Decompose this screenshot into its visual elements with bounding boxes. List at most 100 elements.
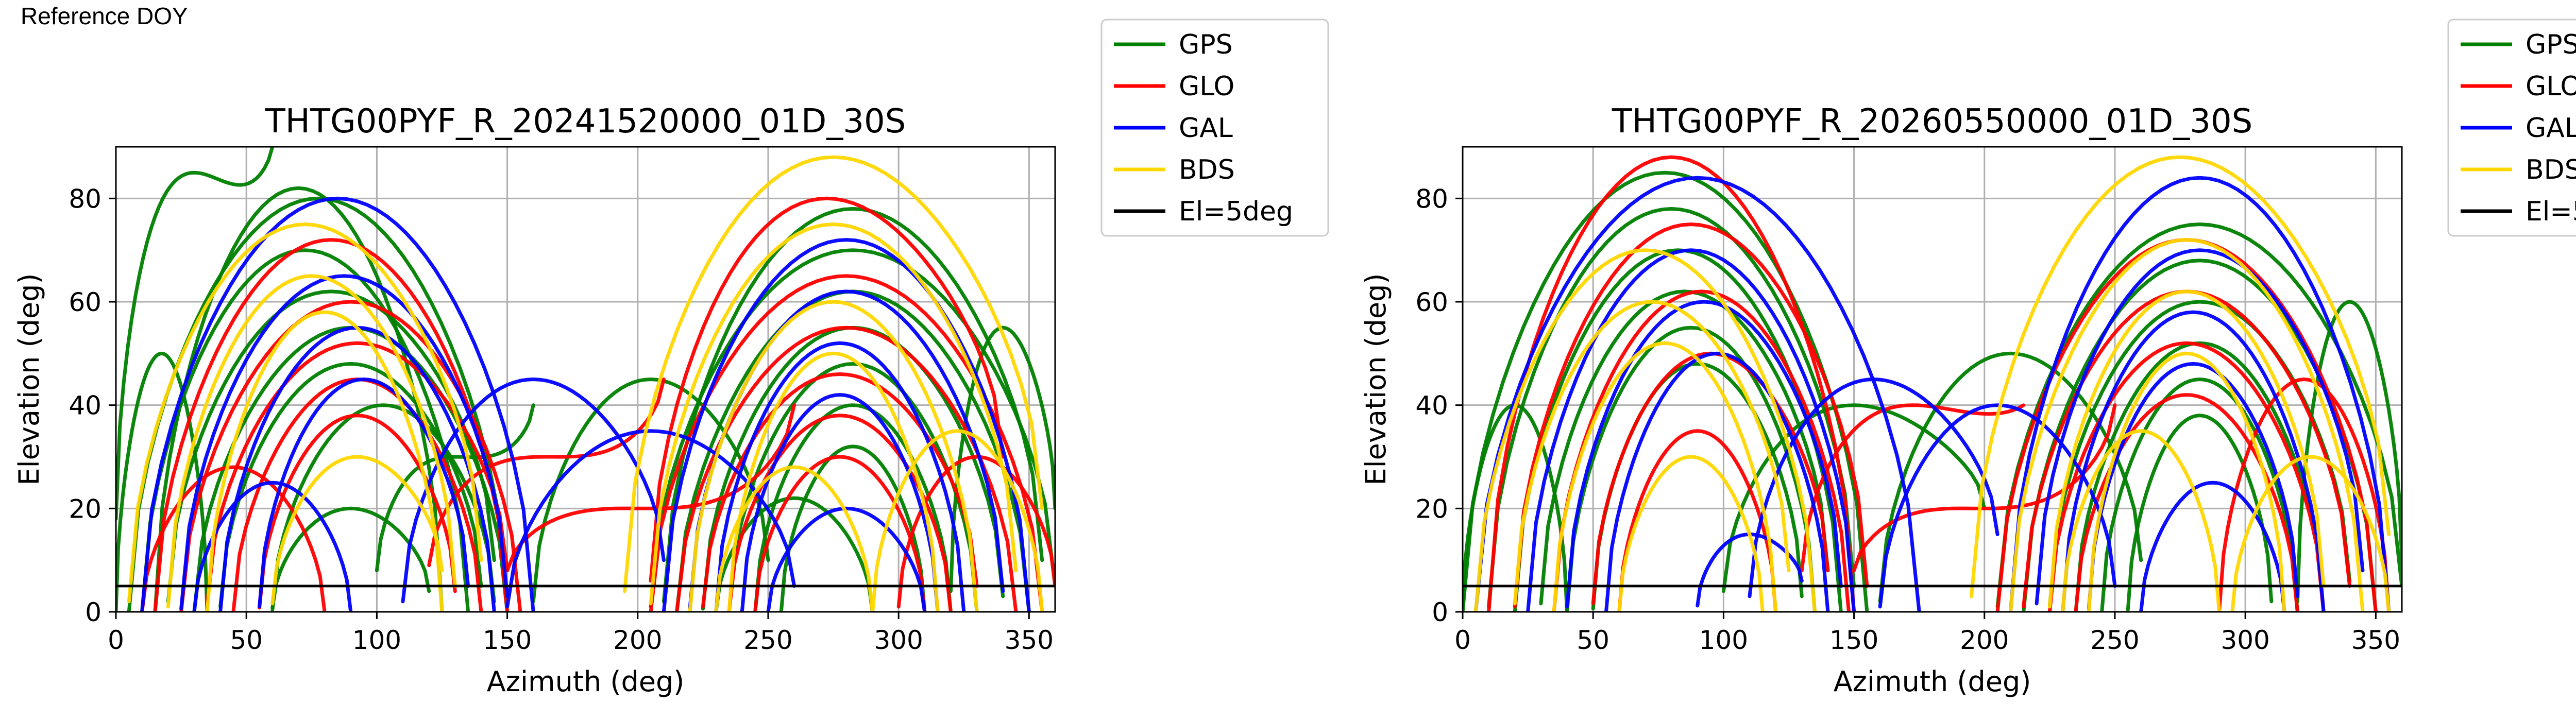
chart-right: THTG00PYF_R_20260550000_01D_30S 0 50 100 150… <box>1360 19 2576 698</box>
series-arc-gal <box>2035 248 2365 606</box>
series-arc-gps <box>270 403 496 612</box>
series-arc-gps <box>375 403 535 573</box>
series-arc-gal <box>2008 176 2391 612</box>
series-arc-bds <box>2047 289 2326 609</box>
x-tick-label: 150 <box>483 625 532 655</box>
page-label: Reference DOY <box>21 3 188 29</box>
series-arc-gps <box>1463 170 1869 612</box>
series-arc-gal <box>401 377 666 604</box>
legend-label: BDS <box>2526 155 2576 185</box>
legend-label: El=5deg <box>1179 196 1293 227</box>
series-arc-bds <box>205 310 444 612</box>
x-tick-label: 250 <box>2090 625 2139 655</box>
series-arc-gal <box>2061 310 2326 612</box>
legend: GPS GLO GAL BDS El=5deg <box>2447 19 2576 237</box>
x-tick-label: 100 <box>1699 625 1748 655</box>
x-tick-label: 0 <box>108 625 124 655</box>
series-arc-glo <box>2047 341 2326 612</box>
series-arc-gps <box>649 248 1055 609</box>
x-tick-label: 300 <box>874 625 923 655</box>
series-arc-gal <box>1526 248 1856 612</box>
y-tick-label: 40 <box>1415 391 1448 421</box>
x-axis-label: Azimuth (deg) <box>1834 665 2031 698</box>
y-tick-label: 40 <box>69 391 101 421</box>
legend-label: GPS <box>1179 29 1233 60</box>
legend-label: GPS <box>2526 29 2576 60</box>
series-arc-gps <box>662 207 1044 604</box>
series-arc-bds <box>127 222 483 604</box>
chart-title: THTG00PYF_R_20241520000_01D_30S <box>265 102 906 141</box>
series-arc-glo <box>427 378 666 568</box>
legend-box <box>2447 19 2576 237</box>
series-arc-gal <box>662 238 1031 612</box>
x-tick-label: 100 <box>352 625 401 655</box>
legend: GPS GLO GAL BDS El=5deg <box>1100 19 1329 237</box>
legend-box <box>1100 19 1329 237</box>
series-arc-bds <box>1617 455 1765 612</box>
series-arc-gps <box>2126 414 2274 612</box>
y-axis-label: Elevation (deg) <box>1360 273 1392 486</box>
series-arc-gal <box>1473 176 1921 612</box>
series-arc-bds <box>2087 351 2286 612</box>
series-arc-glo <box>153 238 510 612</box>
legend-label: GLO <box>2526 71 2576 102</box>
series-arc-gal <box>1604 351 1830 612</box>
series-arc-gal <box>2139 481 2286 612</box>
series-arc-gal <box>192 481 353 612</box>
series-arc-gal <box>1748 377 1999 598</box>
x-tick-label: 350 <box>2351 625 2400 655</box>
series-arc-gal <box>740 393 940 612</box>
series-arc-bds <box>649 222 1018 606</box>
y-tick-label: 60 <box>69 287 101 317</box>
series-arc-gal <box>1878 403 2117 609</box>
series-arc-gps <box>270 506 431 610</box>
series-arc-glo <box>1487 155 1856 612</box>
y-tick-label: 80 <box>69 184 101 214</box>
y-tick-label: 0 <box>85 597 101 627</box>
legend-label: GAL <box>1179 113 1233 144</box>
series-arc-gal <box>505 429 796 609</box>
y-axis-label: Elevation (deg) <box>13 273 45 486</box>
series-arc-bds <box>1513 300 1791 606</box>
x-tick-label: 250 <box>743 625 792 655</box>
series-arc-gps <box>727 362 979 612</box>
y-tick-label: 0 <box>1432 597 1448 627</box>
series-arc-glo <box>2217 377 2391 612</box>
series-arc-bds <box>623 155 1044 593</box>
x-tick-label: 0 <box>1454 625 1471 655</box>
series-arc-bds <box>270 455 444 606</box>
series-arc-glo <box>675 325 1018 612</box>
series-arc-gal <box>140 196 535 612</box>
series-arc-gal <box>714 341 966 612</box>
series-arc-gps <box>116 351 209 612</box>
series-arc-gps <box>1721 403 1987 593</box>
series-arc-gps <box>1539 289 1830 606</box>
series-arc-gps <box>2100 377 2299 612</box>
series-arc-glo <box>1513 222 1869 609</box>
series-arc-gps <box>531 377 770 604</box>
series-arc-gps <box>116 147 275 521</box>
series-arc-gal <box>2087 362 2299 611</box>
series-arc-bds <box>2230 455 2391 612</box>
series-arc-gps <box>753 403 953 612</box>
y-tick-label: 20 <box>1415 494 1448 524</box>
y-tick-label: 20 <box>69 494 101 524</box>
series-arc-bds <box>1970 155 2391 598</box>
series-arc-glo <box>1552 289 1851 612</box>
series-arc-gps <box>153 186 444 612</box>
y-tick-label: 60 <box>1415 287 1448 317</box>
series-arc-gal <box>258 377 470 609</box>
series-arc-gal <box>766 506 927 612</box>
x-tick-label: 350 <box>1005 625 1054 655</box>
legend-label: GLO <box>1179 71 1234 102</box>
series-arc-gps <box>1565 325 1817 612</box>
series-arc-gps <box>2295 300 2402 604</box>
axes-frame <box>115 146 1056 613</box>
y-tick-label: 80 <box>1415 184 1448 214</box>
x-tick-label: 50 <box>230 625 263 655</box>
series-arc-gps <box>948 325 1055 593</box>
legend-label: El=5deg <box>2526 196 2576 227</box>
plot-area <box>116 147 1055 612</box>
series-arc-bds <box>1473 248 1817 612</box>
series-arc-bds <box>166 274 457 609</box>
